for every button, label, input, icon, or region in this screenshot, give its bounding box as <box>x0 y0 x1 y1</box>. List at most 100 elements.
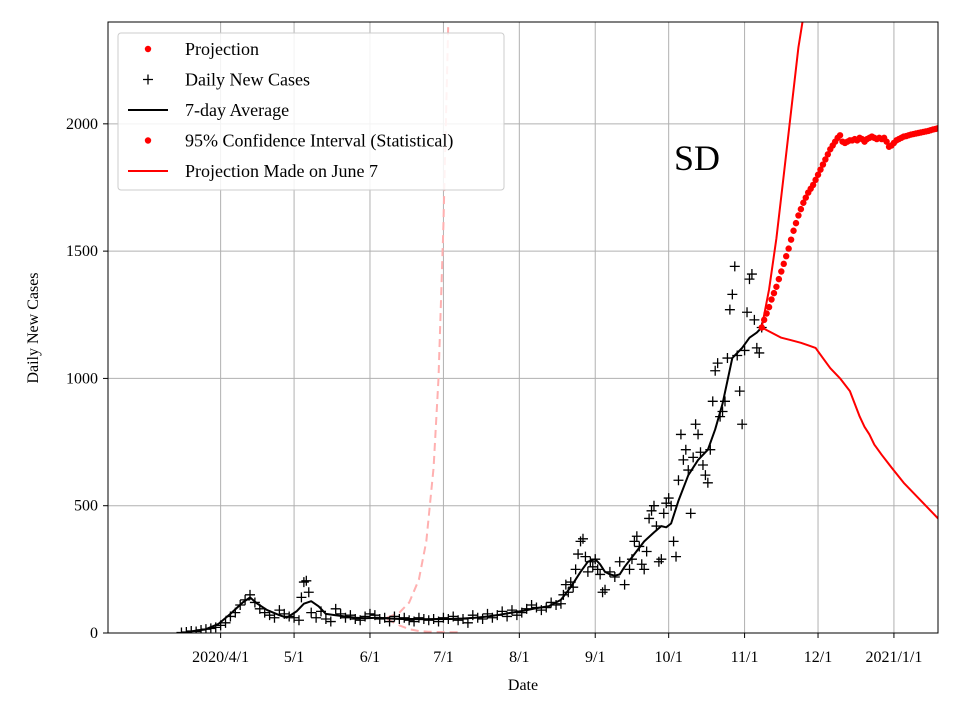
x-tick-label: 8/1 <box>509 649 529 666</box>
daily-case-point <box>629 536 640 547</box>
daily-case-point <box>695 447 706 458</box>
projection-point <box>819 161 827 168</box>
daily-case-point <box>325 616 336 627</box>
x-tick-label: 5/1 <box>284 649 304 666</box>
plot-area <box>176 22 948 633</box>
projection-point <box>883 138 890 145</box>
legend-item: 95% Confidence Interval (Statistical) <box>144 131 453 152</box>
daily-case-point <box>678 454 689 465</box>
daily-case-point <box>293 615 304 626</box>
projection-point <box>785 245 792 252</box>
daily-case-point <box>269 612 280 623</box>
projection-point <box>817 166 824 173</box>
daily-case-point <box>707 396 718 407</box>
plot-frame <box>107 21 939 634</box>
projection-point <box>797 205 805 213</box>
daily-case-point <box>688 452 699 463</box>
daily-case-point <box>700 470 711 481</box>
y-tick-label: 500 <box>74 498 98 515</box>
projection-point <box>770 289 778 297</box>
daily-case-point <box>646 505 657 516</box>
daily-case-point <box>673 475 684 486</box>
daily-case-point <box>744 274 755 285</box>
upper-bound-line <box>760 22 804 328</box>
legend-items: Projection Daily New Cases 7-day Average 95… <box>128 39 453 181</box>
daily-case-point <box>710 365 721 376</box>
daily-case-point <box>631 531 642 542</box>
daily-case-point <box>636 559 647 570</box>
daily-case-point <box>360 611 371 622</box>
x-tick-label: 7/1 <box>433 649 453 666</box>
daily-case-point <box>719 396 730 407</box>
daily-case-point <box>639 564 650 575</box>
projection-point <box>795 212 802 219</box>
x-tick-label: 2020/4/1 <box>192 649 249 666</box>
daily-case-point <box>389 611 400 622</box>
daily-case-point <box>330 603 341 614</box>
daily-case-point <box>727 289 738 300</box>
daily-case-point <box>666 500 677 511</box>
daily-case-point <box>560 579 571 590</box>
x-tick-label: 10/1 <box>654 649 682 666</box>
legend-label: Projection Made on June 7 <box>185 161 378 181</box>
7-day-average-line <box>188 326 763 633</box>
projection-point <box>778 268 785 275</box>
daily-case-point <box>712 358 723 369</box>
daily-case-point <box>320 613 331 624</box>
daily-case-point <box>734 386 745 397</box>
legend-label: Daily New Cases <box>185 70 310 90</box>
daily-case-point <box>413 612 424 623</box>
projection-point <box>942 122 948 128</box>
projection-point <box>792 219 800 227</box>
daily-case-point <box>658 508 669 519</box>
projection-point <box>802 194 809 201</box>
daily-case-point <box>653 556 664 567</box>
projection-made-on-june-7-line <box>386 22 450 619</box>
daily-case-point <box>614 556 625 567</box>
daily-case-point <box>404 615 415 626</box>
legend: Projection Daily New Cases 7-day Average 95… <box>117 32 505 191</box>
daily-case-point <box>609 571 620 582</box>
projection-point <box>940 123 946 129</box>
daily-case-point <box>737 419 748 430</box>
y-tick-label: 2000 <box>66 116 98 133</box>
daily-case-point <box>570 564 581 575</box>
daily-case-point <box>648 500 659 511</box>
legend-item: 7-day Average <box>128 100 289 120</box>
x-tick-label: 2021/1/1 <box>865 649 922 666</box>
daily-case-point <box>656 554 667 565</box>
daily-case-point <box>739 345 750 356</box>
legend-item: Projection <box>144 39 259 59</box>
legend-marker-plus <box>143 74 153 85</box>
daily-case-point <box>477 613 488 624</box>
daily-case-point <box>301 575 312 586</box>
daily-case-point <box>668 536 679 547</box>
daily-case-point <box>577 533 588 544</box>
daily-case-point <box>575 536 586 547</box>
legend-label: 7-day Average <box>185 100 289 120</box>
daily-case-point <box>487 612 498 623</box>
daily-case-point <box>399 612 410 623</box>
legend-label: 95% Confidence Interval (Statistical) <box>185 131 453 152</box>
projection-point <box>760 316 768 324</box>
legend-label: Projection <box>185 39 259 59</box>
daily-case-point <box>587 561 598 572</box>
daily-case-point <box>600 584 611 595</box>
daily-case-point <box>644 513 655 524</box>
x-tick-label: 6/1 <box>360 649 380 666</box>
daily-case-point <box>462 617 473 628</box>
daily-case-point <box>722 353 733 364</box>
projection-point <box>824 151 832 158</box>
projection-point <box>773 283 780 290</box>
projection-point <box>836 132 844 139</box>
x-tick-label: 9/1 <box>585 649 605 666</box>
lower-bound-line <box>761 326 938 520</box>
projection-point <box>780 260 787 268</box>
x-tick-label: 12/1 <box>804 649 832 666</box>
projection-point <box>758 324 765 331</box>
daily-case-point <box>675 429 686 440</box>
legend-box <box>117 32 505 191</box>
daily-case-point <box>573 549 584 560</box>
daily-case-point <box>641 546 652 557</box>
daily-case-point <box>693 429 704 440</box>
